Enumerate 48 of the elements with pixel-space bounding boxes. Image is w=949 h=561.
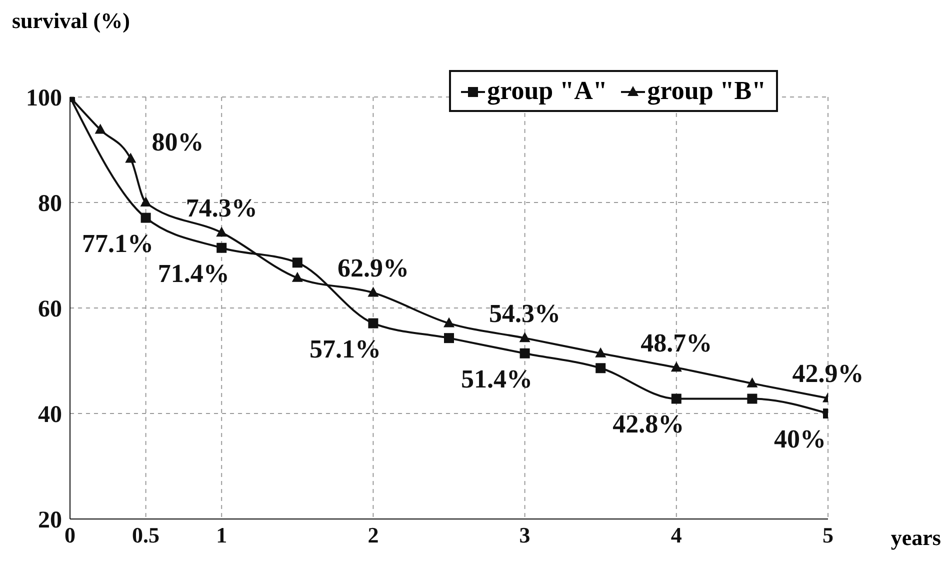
legend-label: group "A" bbox=[487, 76, 608, 106]
y-tick-label: 40 bbox=[38, 402, 62, 428]
point bbox=[670, 362, 682, 372]
point bbox=[216, 226, 228, 237]
data-label: 62.9% bbox=[337, 254, 409, 283]
point bbox=[368, 318, 378, 328]
data-label: 80% bbox=[152, 128, 204, 156]
data-label: 42.9% bbox=[792, 359, 864, 388]
point bbox=[368, 286, 379, 297]
y-axis-title: survival (%) bbox=[12, 8, 130, 34]
point bbox=[94, 124, 106, 134]
y-tick-label: 60 bbox=[38, 296, 62, 323]
data-label: 40% bbox=[774, 424, 826, 454]
y-tick-label: 80 bbox=[38, 191, 62, 218]
point bbox=[519, 332, 530, 342]
y-tick-label: 20 bbox=[38, 508, 62, 534]
data-label: 51.4% bbox=[461, 364, 533, 394]
point bbox=[520, 348, 530, 358]
x-tick-label: 1 bbox=[216, 522, 228, 548]
x-tick-label: 4 bbox=[670, 522, 682, 548]
data-label: 57.1% bbox=[309, 334, 381, 364]
data-label: 71.4% bbox=[158, 258, 230, 288]
data-label: 48.7% bbox=[640, 328, 712, 358]
point bbox=[595, 347, 606, 358]
point bbox=[746, 377, 758, 388]
data-label: 54.3% bbox=[489, 299, 561, 328]
x-tick-label: 0.5 bbox=[132, 522, 160, 548]
data-label: 77.1% bbox=[82, 228, 154, 258]
y-tick-label: 100 bbox=[26, 86, 62, 112]
point bbox=[125, 152, 136, 163]
data-label: 74.3% bbox=[186, 194, 258, 223]
x-tick-label: 0 bbox=[64, 522, 76, 548]
point bbox=[444, 333, 454, 344]
point bbox=[596, 363, 606, 374]
point bbox=[671, 394, 682, 404]
point bbox=[140, 196, 152, 206]
x-tick-label: 3 bbox=[519, 522, 530, 548]
point bbox=[140, 212, 151, 223]
x-tick-label: 2 bbox=[368, 522, 379, 548]
legend-label: group "B" bbox=[647, 76, 766, 106]
data-label: 42.8% bbox=[612, 410, 684, 439]
x-tick-label: 5 bbox=[822, 522, 834, 548]
point bbox=[444, 317, 454, 328]
point bbox=[292, 258, 302, 268]
point bbox=[292, 272, 303, 282]
point bbox=[747, 394, 758, 404]
x-axis-title: years bbox=[890, 525, 941, 551]
point bbox=[216, 242, 227, 253]
